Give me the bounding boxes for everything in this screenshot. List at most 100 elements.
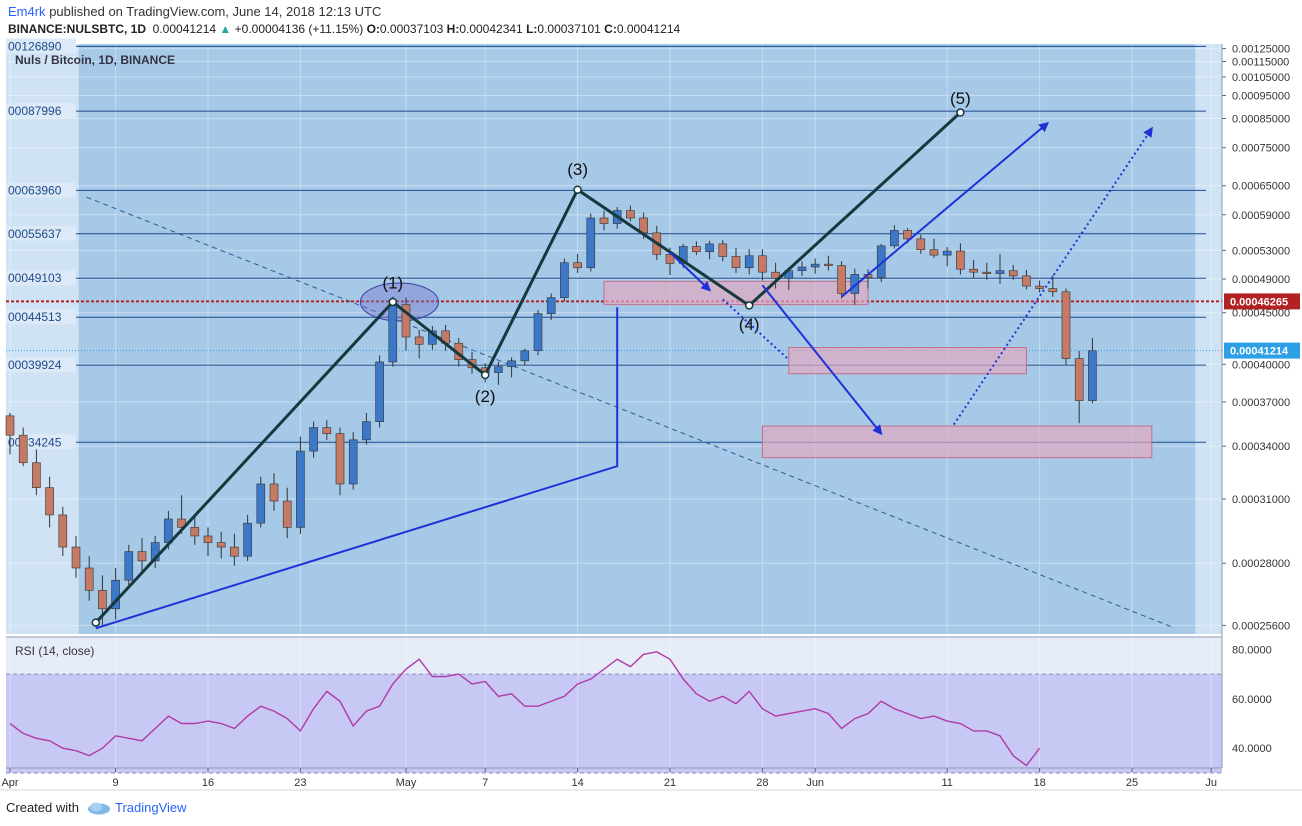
candle-body — [507, 360, 516, 367]
price-tick-label: 0.00105000 — [1232, 72, 1290, 84]
candle-body — [375, 361, 384, 422]
candle-body — [1035, 285, 1044, 289]
chart-canvas[interactable]: 00126890 00087996 00063960 00055637 00049103… — [0, 0, 1302, 796]
candle-body — [296, 450, 305, 528]
candle-body — [5, 415, 15, 436]
change-arrow-icon: ▲ — [219, 22, 232, 36]
time-tick-label: 28 — [756, 777, 768, 789]
projection-arrow-1 — [669, 251, 712, 292]
candle-body — [309, 427, 318, 452]
candle-body — [243, 522, 252, 557]
wave-point — [744, 301, 754, 310]
candle-body — [731, 256, 741, 269]
candle-body — [850, 274, 860, 294]
time-tick-label: Ju — [1205, 777, 1217, 789]
candle-body — [203, 535, 213, 543]
projection-arrow-dotted — [952, 126, 1153, 426]
time-tick-label: 11 — [941, 777, 952, 789]
level-label-box — [6, 182, 76, 198]
level-label-box — [6, 103, 76, 119]
price-tick-label: 0.00025600 — [1232, 620, 1290, 632]
rsi-tick-label: 80.0000 — [1232, 644, 1272, 656]
candle-body — [98, 590, 107, 610]
candles — [5, 205, 1097, 626]
candle-body — [58, 514, 68, 548]
author-link[interactable]: Em4rk — [8, 4, 46, 19]
time-tick-label: 23 — [294, 777, 306, 789]
price-tick-label: 0.00085000 — [1232, 114, 1290, 126]
open-value: 0.00037103 — [379, 22, 444, 36]
level-label: 00063960 — [8, 183, 62, 197]
symbol-label: BINANCE:NULSBTC, 1D — [8, 22, 146, 36]
wave-label: (3) — [567, 160, 588, 179]
wave-label: (2) — [475, 387, 496, 406]
time-tick-label: 16 — [202, 777, 214, 789]
last-price-badge — [1224, 342, 1300, 359]
candle-body — [401, 304, 411, 338]
price-tick-label: 0.00049000 — [1232, 274, 1290, 286]
candle-body — [150, 542, 160, 562]
close-label: C: — [604, 22, 617, 36]
last-value: 0.00041214 — [152, 22, 217, 36]
level-label-box — [6, 357, 76, 373]
price-tick-label: 0.00075000 — [1232, 143, 1290, 155]
wave-point — [91, 618, 101, 627]
candle-body — [1008, 270, 1018, 277]
projection-arrow-3 — [840, 121, 1050, 298]
price-tick-label: 0.00034000 — [1232, 441, 1290, 453]
candle-body — [771, 271, 780, 279]
price-tick-label: 0.00037000 — [1232, 397, 1290, 409]
level-label: 00044513 — [8, 310, 62, 324]
level-label-box — [6, 38, 76, 54]
resistance-zone — [603, 280, 869, 306]
dashed-trendline — [86, 196, 1172, 628]
candle-body — [705, 243, 714, 253]
rsi-tick-label: 60.0000 — [1232, 694, 1272, 706]
time-tick-label: 7 — [482, 777, 488, 789]
time-tick-label: May — [396, 777, 417, 789]
last-price-label: 0.00041214 — [1230, 346, 1289, 358]
level-label: 00039924 — [8, 358, 62, 372]
price-tick-label: 0.00125000 — [1232, 44, 1290, 56]
candle-body — [797, 266, 807, 271]
candle-body — [177, 518, 186, 528]
price-scale-bg — [1222, 44, 1302, 768]
rsi-line — [9, 651, 1041, 767]
price-tick-label: 0.00045000 — [1232, 308, 1290, 320]
candle-body — [494, 366, 503, 373]
candle-body — [916, 238, 926, 251]
candle-body — [929, 249, 939, 256]
candle-body — [810, 263, 820, 268]
level-label-box — [6, 225, 76, 241]
price-tick-label: 0.00095000 — [1232, 91, 1290, 103]
candle-body — [111, 579, 120, 610]
level-label: 00049103 — [8, 271, 62, 285]
time-tick-label: 14 — [571, 777, 583, 789]
tradingview-logo[interactable]: TradingView — [87, 800, 187, 815]
ohlc-header: BINANCE:NULSBTC, 1D 0.00041214 ▲ +0.0000… — [8, 22, 680, 36]
level-label: 00087996 — [8, 104, 62, 118]
support-zone — [761, 425, 1153, 459]
close-value: 0.00041214 — [616, 22, 681, 36]
candle-body — [626, 210, 635, 219]
blue-rising-line — [95, 307, 619, 630]
price-tick-label: 0.00059000 — [1232, 210, 1290, 222]
candle-body — [718, 243, 728, 257]
publish-header: Em4rk published on TradingView.com, June… — [8, 4, 381, 19]
level-label-box — [6, 309, 76, 325]
candle-body — [269, 483, 279, 502]
candle-body — [692, 246, 701, 253]
open-label: O: — [366, 22, 380, 36]
red-level-badge — [1224, 293, 1300, 310]
price-tick-label: 0.00028000 — [1232, 558, 1290, 570]
price-tick-label: 0.00031000 — [1232, 494, 1290, 506]
pane-title: Nuls / Bitcoin, 1D, BINANCE — [15, 53, 175, 67]
candle-body — [546, 297, 556, 314]
mid-zone — [788, 346, 1027, 375]
candle-body — [45, 487, 54, 516]
candle-body — [71, 546, 81, 569]
low-value: 0.00037101 — [537, 22, 601, 36]
candle-body — [388, 304, 398, 363]
candle-body — [414, 336, 424, 345]
candle-body — [84, 567, 94, 591]
